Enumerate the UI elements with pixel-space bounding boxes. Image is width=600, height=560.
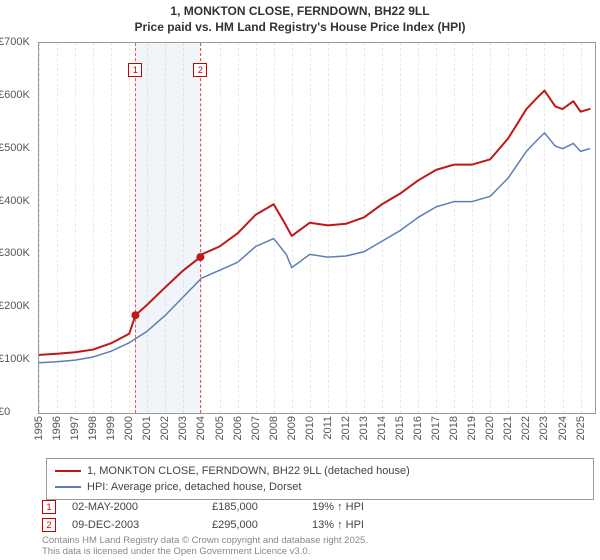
legend-swatch-hpi [55, 486, 81, 488]
marker-hpi-1: 19% ↑ HPI [312, 501, 412, 513]
licence-text: Contains HM Land Registry data © Crown c… [42, 536, 368, 558]
marker-row-1: 1 02-MAY-2000 £185,000 19% ↑ HPI [42, 498, 412, 516]
chart-root: 1, MONKTON CLOSE, FERNDOWN, BH22 9LL Pri… [0, 0, 600, 560]
marker-row-2: 2 09-DEC-2003 £295,000 13% ↑ HPI [42, 516, 412, 534]
marker-box-2: 2 [42, 518, 56, 532]
legend-label-price-paid: 1, MONKTON CLOSE, FERNDOWN, BH22 9LL (de… [87, 465, 410, 477]
marker-date-1: 02-MAY-2000 [72, 501, 212, 513]
legend-row-price-paid: 1, MONKTON CLOSE, FERNDOWN, BH22 9LL (de… [55, 463, 585, 479]
marker-price-1: £185,000 [212, 501, 312, 513]
plot-area: 12 [38, 42, 596, 414]
legend-row-hpi: HPI: Average price, detached house, Dors… [55, 479, 585, 495]
title-block: 1, MONKTON CLOSE, FERNDOWN, BH22 9LL Pri… [0, 0, 600, 35]
marker-date-2: 09-DEC-2003 [72, 519, 212, 531]
markers-table: 1 02-MAY-2000 £185,000 19% ↑ HPI 2 09-DE… [42, 498, 412, 534]
marker-price-2: £295,000 [212, 519, 312, 531]
marker-hpi-2: 13% ↑ HPI [312, 519, 412, 531]
marker-box-1: 1 [42, 500, 56, 514]
chart-title-1: 1, MONKTON CLOSE, FERNDOWN, BH22 9LL [0, 4, 600, 20]
licence-line-2: This data is licensed under the Open Gov… [42, 547, 368, 558]
legend-label-hpi: HPI: Average price, detached house, Dors… [87, 481, 301, 493]
legend: 1, MONKTON CLOSE, FERNDOWN, BH22 9LL (de… [46, 458, 594, 500]
chart-title-2: Price paid vs. HM Land Registry's House … [0, 20, 600, 36]
plot-svg [39, 43, 595, 413]
legend-swatch-price-paid [55, 470, 81, 472]
